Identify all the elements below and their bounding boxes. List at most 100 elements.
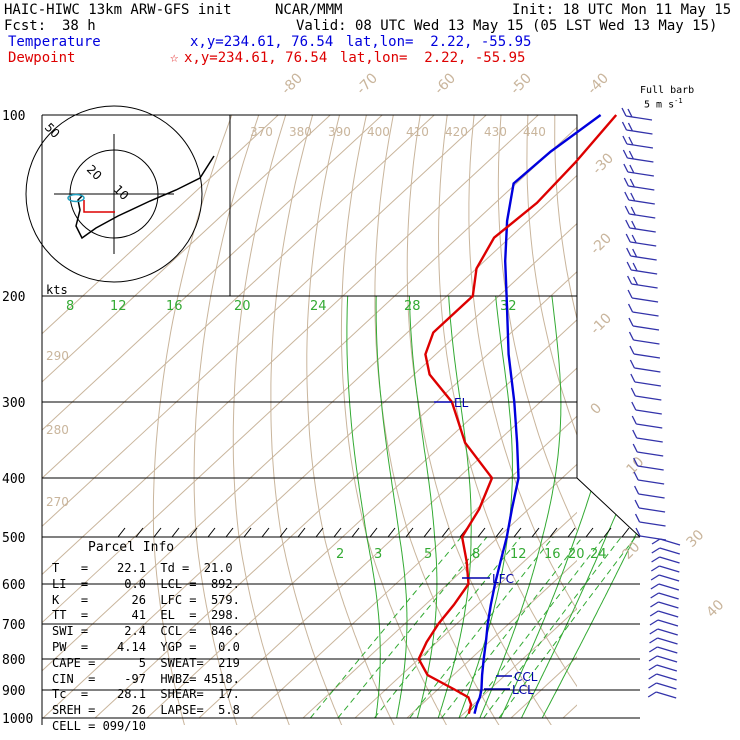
wind-barb <box>634 499 640 509</box>
freezing-hatch-mark <box>315 527 324 538</box>
wind-barb <box>631 415 637 425</box>
theta-label: 400 <box>367 125 390 139</box>
parcel-info-row: SREH = 26 LAPSE= 5.8 <box>52 703 240 718</box>
freezing-hatch-mark <box>423 527 432 538</box>
wind-barb <box>632 325 660 331</box>
freezing-hatch-mark <box>369 527 378 538</box>
wind-barb <box>626 261 632 271</box>
hodograph-marker <box>67 193 85 203</box>
wind-barb <box>626 247 632 257</box>
isotherm-line <box>42 115 435 479</box>
wind-barb <box>648 673 657 680</box>
mixing-ratio-line <box>310 536 462 719</box>
pressure-label-800: 800 <box>2 653 25 668</box>
wind-barb <box>655 691 677 699</box>
dry-adiabat-line <box>716 115 740 731</box>
wind-barb <box>649 619 659 626</box>
theta-label: 390 <box>328 125 351 139</box>
isotherm-line <box>42 126 577 624</box>
center-name: NCAR/MMM <box>275 2 343 18</box>
wind-barb <box>649 628 659 635</box>
mixing-ratio-label: 8 <box>472 547 480 562</box>
isotherm-line <box>615 115 740 718</box>
wind-barb <box>659 547 680 555</box>
dry-adiabat-line <box>306 115 395 725</box>
isotherm-line <box>42 222 577 719</box>
freezing-hatch-mark <box>513 527 522 538</box>
freezing-hatch-mark <box>549 527 558 538</box>
wind-barb <box>630 387 636 397</box>
dry-adiabat-line <box>468 115 577 611</box>
isotherm-label: 20 <box>620 539 644 563</box>
wind-barb <box>624 191 630 201</box>
diagram-frame <box>41 114 641 725</box>
freezing-hatch-mark <box>135 527 144 538</box>
mixing-ratio-label: 5 <box>424 547 432 562</box>
isotherm-label: -60 <box>432 70 459 97</box>
moist-adiabat-label: 24 <box>310 299 327 314</box>
wind-barb <box>632 311 659 317</box>
wind-barb <box>627 171 654 177</box>
wind-barb <box>629 345 635 355</box>
parcel-info-row: K = 26 LFC = 579. <box>52 592 240 607</box>
wind-barb <box>638 507 666 513</box>
dry-adiabat-line <box>340 115 447 725</box>
barb-legend-line2: 5 m s-1 <box>644 97 683 111</box>
wind-barb <box>656 673 677 681</box>
isotherm-line <box>42 115 539 576</box>
wind-barb <box>628 317 634 327</box>
wind-barb <box>657 628 678 636</box>
moist-adiabat-line <box>437 295 472 719</box>
pressure-label-400: 400 <box>2 472 25 487</box>
wind-barb <box>657 646 678 654</box>
wind-barb <box>631 283 658 289</box>
wind-barb <box>659 556 680 564</box>
dewpoint-latlon: lat,lon= 2.22, -55.95 <box>340 50 526 66</box>
hodograph-ring-label: 20 <box>84 162 105 183</box>
temperature-label: Temperature <box>8 34 101 50</box>
wind-barb <box>621 121 628 131</box>
dry-adiabat-line <box>636 115 740 731</box>
mixing-ratio-label: 16 <box>544 547 561 562</box>
model-title: HAIC-HIWC 13km ARW-GFS init <box>4 2 232 18</box>
pressure-label-300: 300 <box>2 396 25 411</box>
moist-adiabat-label: 16 <box>166 299 183 314</box>
parcel-info-row: PW = 4.14 YGP = 0.0 <box>52 640 240 654</box>
wind-barb <box>630 241 657 247</box>
hodograph-trace <box>75 155 215 240</box>
freezing-hatch-mark <box>603 527 612 538</box>
freezing-hatch-mark <box>261 527 270 538</box>
wind-barb <box>634 381 661 387</box>
mixing-ratio-label: 2 <box>336 547 344 562</box>
wind-barb <box>638 479 665 485</box>
lcl-label: LCL <box>512 683 534 697</box>
isotherm-line <box>42 115 487 528</box>
dewpoint-marker-icon: ☆ <box>170 50 179 66</box>
moist-adiabat-label: 12 <box>110 299 127 314</box>
theta-label: 430 <box>484 125 507 139</box>
wind-barb <box>629 359 635 369</box>
freezing-hatch-mark <box>225 527 234 538</box>
wind-barb <box>629 227 656 233</box>
wind-barb <box>651 556 660 563</box>
freezing-hatch-mark <box>279 527 288 538</box>
temperature-latlon: lat,lon= 2.22, -55.95 <box>346 34 532 50</box>
mixing-ratio-line <box>374 536 521 719</box>
isotherm-label: 30 <box>684 527 708 551</box>
parcel-info-title: Parcel Info <box>88 540 175 555</box>
wind-barb <box>627 122 634 132</box>
hodograph-units-label: kts <box>46 283 68 297</box>
freezing-hatch-mark <box>297 527 306 538</box>
wind-barb <box>657 619 679 627</box>
pressure-label-500: 500 <box>2 531 25 546</box>
dry-adiabat-line <box>437 115 577 688</box>
wind-barb <box>657 637 678 645</box>
pressure-label-600: 600 <box>2 578 25 593</box>
freezing-hatch-mark <box>441 527 450 538</box>
mixing-ratio-label: 20 <box>568 547 585 562</box>
moist-adiabat-label: 28 <box>404 299 421 314</box>
wind-barb <box>658 574 680 582</box>
parcel-info-row: CAPE = 5 SWEAT= 219 <box>52 655 240 670</box>
wind-barb <box>650 565 660 572</box>
